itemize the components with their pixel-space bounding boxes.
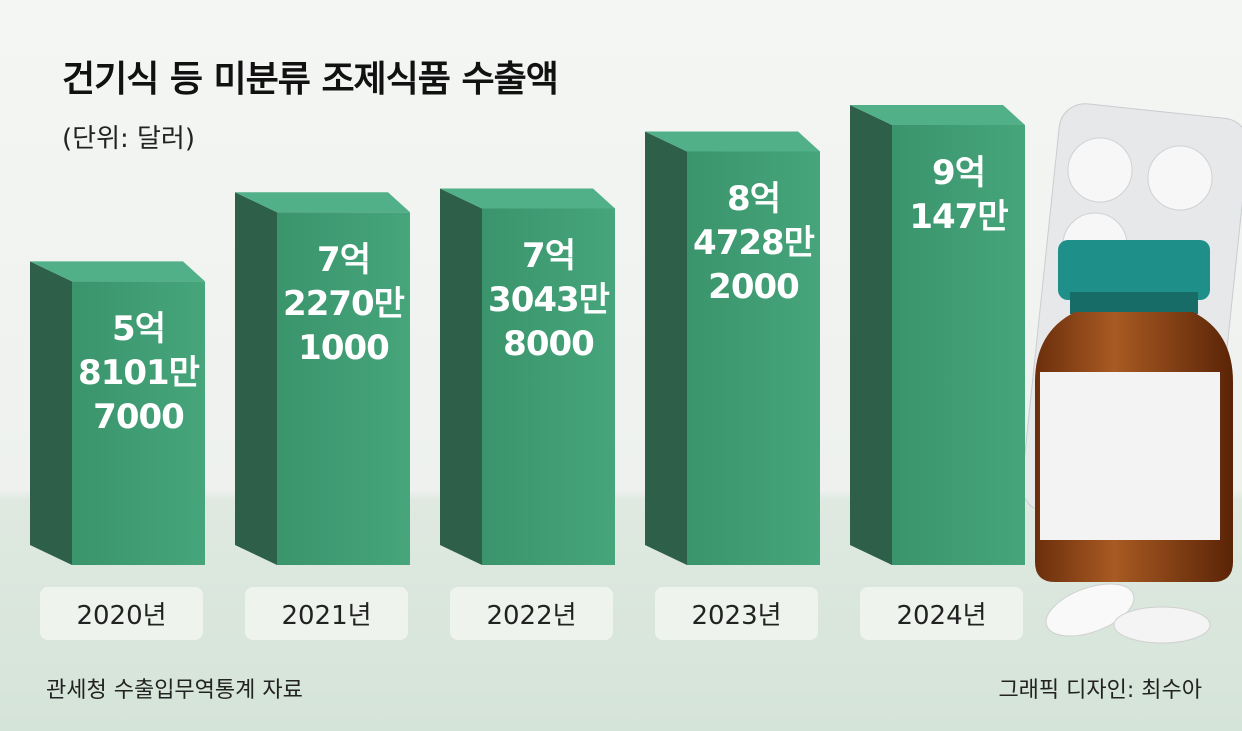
bars [30, 105, 1025, 565]
bar-top [235, 192, 410, 213]
bar-top [645, 131, 820, 152]
bar-side [30, 261, 72, 565]
bar-side [440, 188, 482, 565]
value-label: 5억 8101만 7000 [78, 309, 200, 438]
pill-illustration [1021, 103, 1242, 644]
bar-top [30, 261, 205, 282]
category-label: 2023년 [655, 587, 818, 640]
bar [277, 212, 410, 565]
bar [892, 125, 1025, 565]
value-label: 7억 3043만 8000 [488, 236, 610, 365]
category-label: 2022년 [450, 587, 613, 640]
credit-note: 그래픽 디자인: 최수아 [998, 678, 1202, 703]
bar [72, 281, 205, 565]
source-note: 관세청 수출입무역통계 자료 [46, 678, 303, 703]
bar-side [645, 131, 687, 565]
value-label: 8억 4728만 2000 [693, 179, 815, 308]
bar-side [850, 105, 892, 565]
category-label: 2024년 [860, 587, 1023, 640]
bar [482, 208, 615, 565]
category-label: 2021년 [245, 587, 408, 640]
value-label: 9억 147만 [909, 153, 1008, 237]
bar-top [850, 105, 1025, 125]
category-label: 2020년 [40, 587, 203, 640]
chart-subtitle: (단위: 달러) [62, 124, 195, 154]
chart-title: 건기식 등 미분류 조제식품 수출액 [62, 59, 559, 100]
bar-top [440, 188, 615, 209]
value-label: 7억 2270만 1000 [283, 240, 405, 369]
bar [687, 151, 820, 565]
bar-side [235, 192, 277, 565]
